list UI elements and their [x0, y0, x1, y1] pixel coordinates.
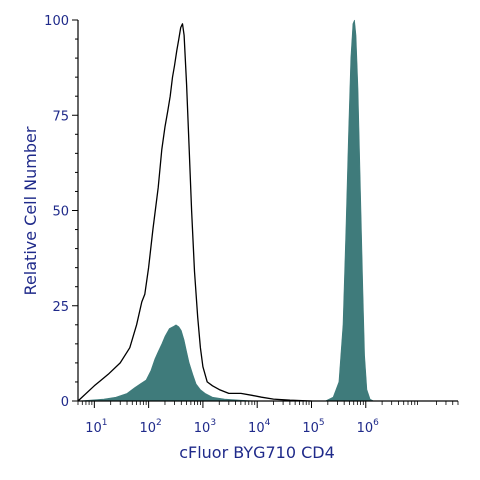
- x-tick-label-1e1: 101: [85, 418, 107, 436]
- x-tick-label-1e4: 104: [248, 418, 271, 436]
- y-tick-label-50: 50: [52, 205, 69, 220]
- y-axis-title: Relative Cell Number: [21, 126, 40, 295]
- y-tick-label-100: 100: [44, 14, 69, 29]
- y-tick-label-75: 75: [52, 109, 69, 124]
- x-tick-label-1e3: 103: [194, 418, 216, 436]
- x-tick-label-1e5: 105: [302, 418, 324, 436]
- y-tick-label-0: 0: [61, 395, 69, 410]
- histogram-filled-peak-1: [77, 324, 258, 402]
- axes-layer: 0 25 50 75 100 101 102 103 104 105 106: [44, 14, 459, 436]
- x-axis-title: cFluor BYG710 CD4: [179, 443, 335, 462]
- x-tick-label-1e6: 106: [357, 418, 380, 436]
- x-tick-label-1e2: 102: [139, 418, 161, 436]
- histogram-filled-peak-2: [325, 19, 374, 402]
- series-layer: [77, 19, 374, 402]
- histogram-outline-series-0: [77, 23, 312, 402]
- y-tick-label-25: 25: [52, 300, 69, 315]
